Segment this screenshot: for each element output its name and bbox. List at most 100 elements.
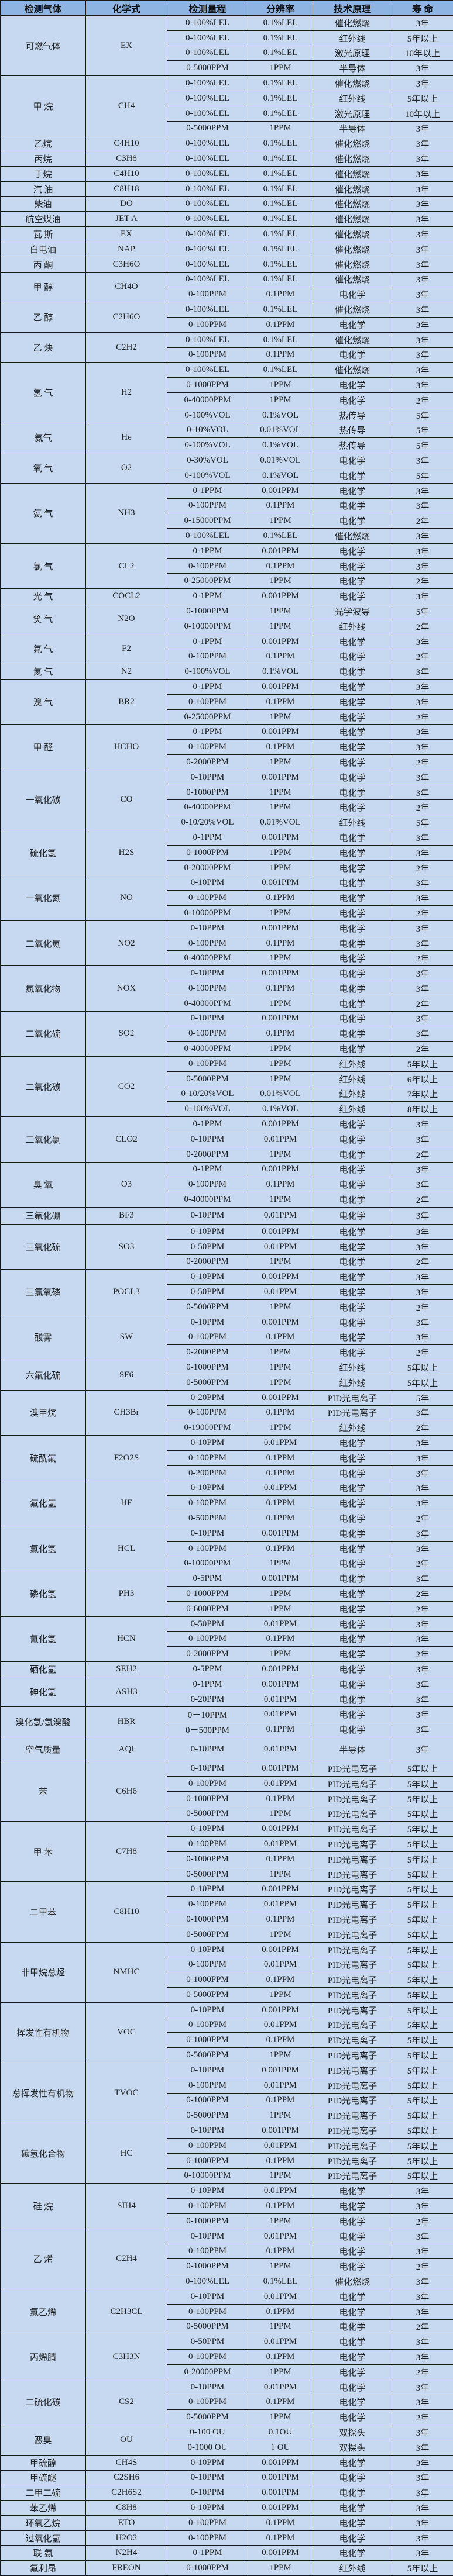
lifespan-cell: 2年 xyxy=(392,2319,453,2334)
range-cell: 0-1000PPM xyxy=(167,2213,248,2229)
resolution-cell: 1PPM xyxy=(248,1147,313,1162)
range-cell: 0-1000PPM xyxy=(167,1587,248,1602)
range-cell: 0-100PPM xyxy=(167,1837,248,1852)
range-cell: 0-1PPM xyxy=(167,725,248,740)
lifespan-cell: 5年以上 xyxy=(392,1360,453,1375)
formula-cell: SO3 xyxy=(86,1224,167,1269)
resolution-cell: 1PPM xyxy=(248,1042,313,1057)
principle-cell: PID光电离子 xyxy=(313,2093,392,2108)
range-cell: 0-5000PPM xyxy=(167,2319,248,2334)
lifespan-cell: 5年以上 xyxy=(392,2108,453,2123)
lifespan-cell: 2年 xyxy=(392,800,453,815)
lifespan-cell: 3年 xyxy=(392,2440,453,2455)
principle-cell: 电化学 xyxy=(313,1496,392,1511)
lifespan-cell: 5年以上 xyxy=(392,1897,453,1912)
lifespan-cell: 3年 xyxy=(392,302,453,318)
resolution-cell: 0.001PPM xyxy=(248,2063,313,2078)
resolution-cell: 0.001PPM xyxy=(248,1315,313,1330)
formula-cell: C2H6S2 xyxy=(86,2485,167,2501)
range-cell: 0-5000PPM xyxy=(167,121,248,136)
range-cell: 0-5000PPM xyxy=(167,1375,248,1390)
lifespan-cell: 3年 xyxy=(392,2184,453,2199)
range-cell: 0-2000PPM xyxy=(167,755,248,770)
resolution-cell: 1PPM xyxy=(248,574,313,589)
range-cell: 0-10PPM xyxy=(167,1132,248,1147)
resolution-cell: 0.1PPM xyxy=(248,2244,313,2259)
range-cell: 0-10PPM xyxy=(167,1315,248,1330)
formula-cell: HCHO xyxy=(86,725,167,770)
range-cell: 0-100PPM xyxy=(167,936,248,951)
range-cell: 0-100 OU xyxy=(167,2425,248,2440)
principle-cell: 电化学 xyxy=(313,1345,392,1360)
lifespan-cell: 5年以上 xyxy=(392,1375,453,1390)
range-cell: 0-5000PPM xyxy=(167,2410,248,2425)
resolution-cell: 1PPM xyxy=(248,121,313,136)
lifespan-cell: 3年 xyxy=(392,1011,453,1026)
range-cell: 0-100PPM xyxy=(167,2138,248,2153)
range-cell: 0-1000PPM xyxy=(167,604,248,619)
formula-cell: SEH2 xyxy=(86,1662,167,1677)
formula-cell: HCN xyxy=(86,1616,167,1661)
formula-cell: C2SH6 xyxy=(86,2470,167,2485)
resolution-cell: 1PPM xyxy=(248,2259,313,2274)
lifespan-cell: 5年以上 xyxy=(392,1988,453,2003)
gas-name-cell: 砷化氢 xyxy=(1,1677,86,1707)
lifespan-cell: 3年 xyxy=(392,2485,453,2501)
principle-cell: 电化学 xyxy=(313,920,392,936)
resolution-cell: 1PPM xyxy=(248,1988,313,2003)
lifespan-cell: 5年 xyxy=(392,604,453,619)
range-cell: 0-20PPM xyxy=(167,1390,248,1405)
resolution-cell: 0.1PPM xyxy=(248,287,313,302)
principle-cell: 电化学 xyxy=(313,1587,392,1602)
principle-cell: 电化学 xyxy=(313,2199,392,2214)
lifespan-cell: 3年 xyxy=(392,2470,453,2485)
principle-cell: 电化学 xyxy=(313,1177,392,1192)
range-cell: 0-5000PPM xyxy=(167,61,248,76)
gas-name-cell: 光 气 xyxy=(1,589,86,604)
formula-cell: DO xyxy=(86,196,167,212)
formula-cell: POCL3 xyxy=(86,1270,167,1315)
resolution-cell: 1PPM xyxy=(248,1806,313,1822)
resolution-cell: 0.1%LEL xyxy=(248,257,313,272)
gas-name-cell: 丙烯腈 xyxy=(1,2334,86,2380)
resolution-cell: 0.1PPM xyxy=(248,1465,313,1481)
gas-name-cell: 磷化氢 xyxy=(1,1571,86,1616)
range-cell: 0-5000PPM xyxy=(167,1927,248,1942)
range-cell: 0-5000PPM xyxy=(167,1988,248,2003)
resolution-cell: 0.001PPM xyxy=(248,770,313,785)
resolution-cell: 0.01PPM xyxy=(248,1776,313,1791)
range-cell: 0-100PPM xyxy=(167,2350,248,2365)
range-cell: 0-100%VOL xyxy=(167,408,248,423)
resolution-cell: 1PPM xyxy=(248,2319,313,2334)
lifespan-cell: 10年以上 xyxy=(392,46,453,61)
lifespan-cell: 3年 xyxy=(392,920,453,936)
resolution-cell: 1PPM xyxy=(248,378,313,393)
formula-cell: HC xyxy=(86,2123,167,2184)
resolution-cell: 0.001PPM xyxy=(248,1571,313,1587)
range-cell: 0-1000PPM xyxy=(167,1851,248,1867)
resolution-cell: 0.1%LEL xyxy=(248,2274,313,2289)
principle-cell: 电化学 xyxy=(313,1571,392,1587)
resolution-cell: 1PPM xyxy=(248,1299,313,1315)
range-cell: 0-10PPM xyxy=(167,875,248,891)
principle-cell: 电化学 xyxy=(313,951,392,966)
principle-cell: PID光电离子 xyxy=(313,2108,392,2123)
range-cell: 0-100PPM xyxy=(167,1957,248,1972)
gas-name-cell: 甲 烷 xyxy=(1,76,86,136)
formula-cell: C7H8 xyxy=(86,1822,167,1882)
lifespan-cell: 3年 xyxy=(392,453,453,468)
header-principle: 技术原理 xyxy=(313,1,392,16)
principle-cell: 电化学 xyxy=(313,2455,392,2470)
lifespan-cell: 3年 xyxy=(392,680,453,695)
gas-name-cell: 可燃气体 xyxy=(1,16,86,76)
range-cell: 0-10PPM xyxy=(167,2123,248,2139)
